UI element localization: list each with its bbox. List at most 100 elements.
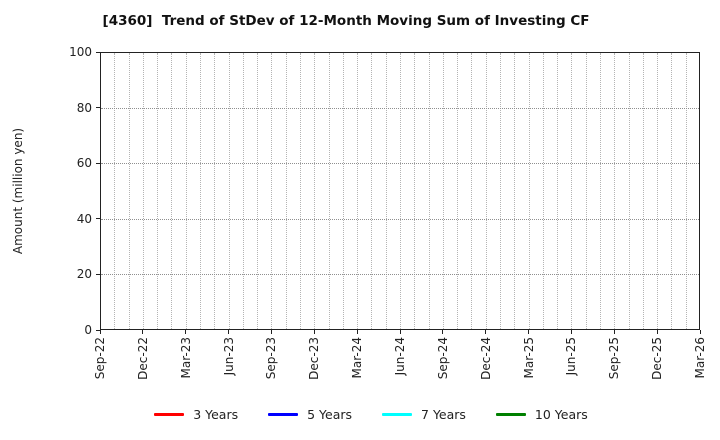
- x-tick-mark: [570, 330, 572, 334]
- y-axis-title: Amount (million yen): [11, 127, 25, 255]
- gridline-vertical: [485, 53, 487, 329]
- gridline-vertical: [471, 53, 473, 329]
- x-tick-label: Mar-23: [178, 337, 193, 379]
- gridline-vertical: [242, 53, 244, 329]
- gridline-vertical: [128, 53, 130, 329]
- legend-line-icon: [154, 412, 185, 416]
- gridline-vertical: [228, 53, 230, 329]
- y-tick-label: 0: [84, 323, 92, 337]
- gridline-vertical: [457, 53, 459, 329]
- gridline-vertical: [257, 53, 259, 329]
- gridline-vertical: [557, 53, 559, 329]
- x-tick-label: Jun-24: [393, 337, 407, 376]
- legend-line-icon: [495, 412, 526, 416]
- gridline-vertical: [185, 53, 187, 329]
- gridline-vertical: [600, 53, 601, 329]
- gridline-horizontal: [101, 107, 699, 109]
- gridline-vertical: [542, 53, 544, 329]
- x-tick-label: Mar-26: [693, 337, 707, 379]
- x-tick-mark: [356, 330, 358, 334]
- gridline-vertical: [614, 53, 616, 329]
- y-tick-mark: [96, 273, 100, 275]
- gridline-vertical: [685, 53, 687, 329]
- legend-item-7-years: 7 Years: [382, 407, 466, 422]
- x-tick-mark: [185, 330, 187, 334]
- gridline-horizontal: [101, 218, 699, 220]
- y-tick-label: 80: [76, 100, 92, 115]
- gridline-horizontal: [101, 163, 699, 165]
- legend: 3 Years 5 Years 7 Years 10 Years: [0, 401, 720, 427]
- legend-label: 3 Years: [193, 406, 239, 422]
- gridline-vertical: [428, 53, 430, 329]
- x-tick-mark: [228, 330, 230, 334]
- gridline-vertical: [671, 53, 673, 329]
- x-tick-label: Dec-22: [135, 337, 150, 380]
- legend-line-icon: [268, 412, 299, 416]
- legend-item-10-years: 10 Years: [495, 406, 588, 422]
- x-tick-label: Dec-23: [307, 337, 322, 380]
- x-tick-label: Mar-25: [521, 337, 536, 379]
- gridline-vertical: [328, 53, 330, 329]
- gridline-vertical: [385, 53, 387, 329]
- legend-line-icon: [382, 412, 413, 416]
- y-tick-mark: [96, 107, 100, 109]
- gridline-vertical: [514, 53, 516, 329]
- gridline-horizontal: [101, 274, 699, 276]
- gridline-vertical: [500, 53, 501, 329]
- y-tick-mark: [96, 162, 100, 164]
- gridline-vertical: [342, 53, 344, 329]
- y-tick-mark: [96, 218, 100, 220]
- y-tick-mark: [96, 329, 100, 331]
- gridline-vertical: [628, 53, 630, 329]
- gridline-vertical: [171, 53, 173, 329]
- gridline-vertical: [114, 53, 116, 329]
- gridline-vertical: [642, 53, 644, 329]
- y-tick-mark: [96, 51, 100, 53]
- gridline-vertical: [271, 53, 273, 329]
- x-tick-mark: [399, 330, 401, 334]
- x-tick-label: Sep-25: [607, 337, 622, 380]
- gridline-vertical: [285, 53, 287, 329]
- x-tick-label: Sep-24: [435, 337, 450, 380]
- y-tick-label: 60: [76, 156, 92, 171]
- x-tick-label: Jun-25: [564, 337, 579, 376]
- gridline-vertical: [571, 53, 573, 329]
- legend-item-5-years: 5 Years: [268, 407, 352, 422]
- gridline-vertical: [300, 53, 301, 329]
- gridline-vertical: [528, 53, 530, 329]
- gridline-vertical: [314, 53, 316, 329]
- x-tick-mark: [613, 330, 615, 334]
- x-tick-label: Sep-22: [93, 337, 107, 380]
- x-tick-mark: [656, 330, 658, 334]
- legend-label: 10 Years: [534, 406, 588, 422]
- x-tick-mark: [528, 330, 530, 334]
- x-tick-mark: [142, 330, 144, 334]
- y-tick-label: 40: [76, 211, 92, 226]
- x-tick-label: Dec-24: [478, 337, 493, 380]
- y-tick-label: 20: [76, 267, 92, 282]
- gridline-vertical: [657, 53, 659, 329]
- legend-item-3-years: 3 Years: [154, 407, 238, 422]
- x-tick-mark: [270, 330, 272, 334]
- x-tick-label: Mar-24: [350, 337, 365, 379]
- gridline-vertical: [400, 53, 401, 329]
- x-tick-label: Dec-25: [650, 337, 665, 380]
- x-tick-mark: [313, 330, 315, 334]
- gridline-vertical: [214, 53, 216, 329]
- y-tick-label: 100: [69, 45, 92, 59]
- gridline-vertical: [371, 53, 373, 329]
- x-tick-mark: [699, 330, 701, 334]
- x-tick-label: Sep-23: [264, 337, 279, 380]
- gridline-vertical: [157, 53, 159, 329]
- legend-label: 5 Years: [307, 406, 353, 422]
- x-tick-mark: [99, 330, 101, 334]
- gridline-vertical: [142, 53, 144, 329]
- plot-area: [100, 52, 700, 330]
- gridline-vertical: [357, 53, 359, 329]
- legend-label: 7 Years: [421, 406, 466, 422]
- gridline-vertical: [200, 53, 201, 329]
- x-tick-label: Jun-23: [221, 337, 236, 376]
- x-tick-mark: [442, 330, 444, 334]
- gridline-vertical: [414, 53, 416, 329]
